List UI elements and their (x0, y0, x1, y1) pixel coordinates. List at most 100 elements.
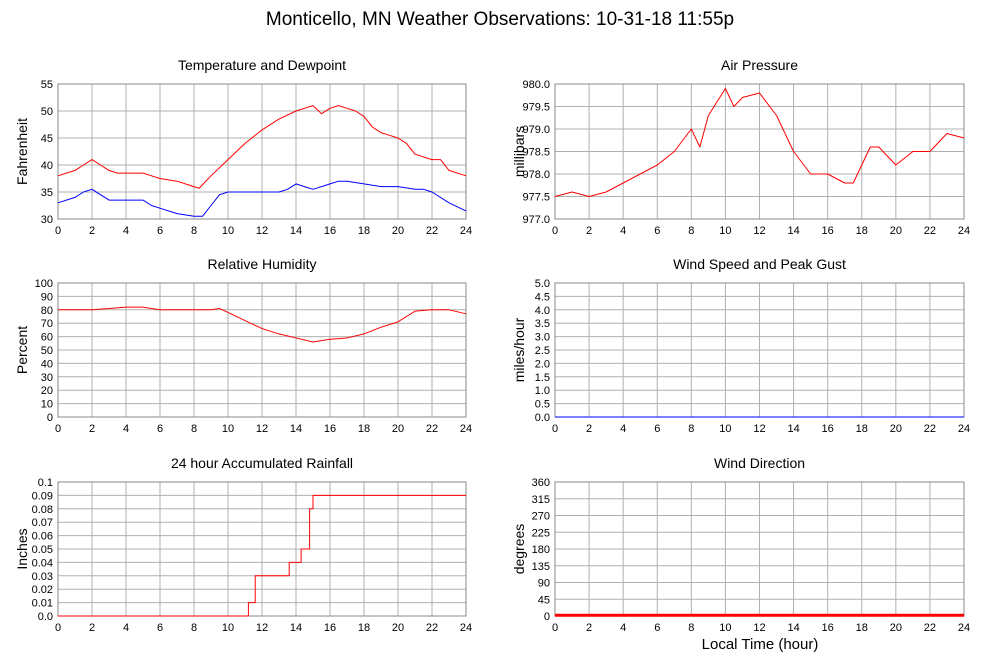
x-tick-label: 12 (753, 225, 765, 237)
y-tick-label: 180 (532, 544, 550, 556)
wind_direction-chart: 0 2 4 6 8 10 12 14 16 18 20 22 240459013518022527031… (511, 455, 970, 634)
x-tick-label: 12 (256, 225, 268, 237)
series-line-1 (57, 180, 467, 217)
x-tick-label: 8 (191, 622, 197, 634)
y-tick-label: 90 (41, 291, 53, 303)
y-tick-label: 135 (532, 561, 550, 573)
chart-title: 24 hour Accumulated Rainfall (171, 455, 353, 471)
y-tick-label: 0.0 (535, 412, 550, 424)
x-tick-label: 2 (89, 423, 95, 435)
series-line-0 (58, 494, 466, 617)
y-tick-label: 0.03 (32, 571, 53, 583)
x-tick-label: 24 (958, 423, 970, 435)
y-axis-label: miles/hour (511, 317, 527, 382)
chart-title: Temperature and Dewpoint (178, 57, 346, 73)
y-tick-label: 50 (41, 345, 53, 357)
y-tick-label: 978.0 (522, 169, 550, 181)
y-tick-label: 20 (41, 385, 53, 397)
y-tick-label: 45 (41, 133, 53, 145)
x-tick-label: 0 (552, 225, 558, 237)
chart-title: Wind Direction (714, 455, 805, 471)
x-tick-label: 14 (290, 423, 302, 435)
x-tick-label: 10 (719, 622, 731, 634)
x-tick-label: 20 (890, 225, 902, 237)
y-tick-label: 3.5 (535, 318, 550, 330)
y-tick-label: 1.0 (535, 385, 550, 397)
x-tick-label: 8 (688, 622, 694, 634)
y-axis-label: degrees (511, 524, 527, 575)
x-tick-label: 6 (157, 225, 163, 237)
x-tick-label: 14 (787, 423, 799, 435)
y-tick-label: 0.08 (32, 504, 53, 516)
x-tick-label: 24 (460, 225, 472, 237)
x-tick-label: 18 (856, 225, 868, 237)
x-tick-label: 0 (552, 622, 558, 634)
y-tick-label: 100 (35, 278, 53, 290)
chart-title: Relative Humidity (208, 256, 317, 272)
y-tick-label: 979.0 (522, 124, 550, 136)
x-tick-label: 6 (654, 423, 660, 435)
series-line-0 (58, 306, 467, 343)
x-tick-label: 16 (822, 225, 834, 237)
y-tick-label: 0.0 (38, 611, 53, 623)
y-tick-label: 315 (532, 494, 550, 506)
x-tick-label: 4 (123, 622, 129, 634)
x-tick-label: 12 (256, 622, 268, 634)
y-tick-label: 40 (41, 358, 53, 370)
series-line-0 (554, 88, 965, 197)
x-tick-label: 0 (552, 423, 558, 435)
x-tick-label: 4 (123, 225, 129, 237)
series-line-0 (57, 105, 467, 189)
y-tick-label: 360 (532, 477, 550, 489)
x-tick-label: 24 (460, 622, 472, 634)
x-tick-label: 22 (924, 225, 936, 237)
y-tick-label: 50 (41, 106, 53, 118)
x-tick-label: 14 (290, 622, 302, 634)
x-tick-label: 8 (191, 423, 197, 435)
y-tick-label: 2.5 (535, 345, 550, 357)
y-tick-label: 30 (41, 372, 53, 384)
x-tick-label: 20 (392, 622, 404, 634)
y-axis-label: Fahrenheit (14, 118, 30, 185)
x-tick-label: 12 (753, 622, 765, 634)
y-tick-label: 0.01 (32, 598, 53, 610)
x-tick-label: 2 (586, 423, 592, 435)
x-tick-label: 22 (924, 423, 936, 435)
x-tick-label: 14 (787, 622, 799, 634)
x-tick-label: 0 (55, 622, 61, 634)
plot-frame (554, 83, 965, 220)
x-tick-label: 14 (290, 225, 302, 237)
x-tick-label: 6 (654, 225, 660, 237)
x-tick-label: 8 (688, 225, 694, 237)
y-tick-label: 0.02 (32, 584, 53, 596)
x-tick-label: 18 (358, 225, 370, 237)
plot-frame (57, 282, 467, 418)
y-tick-label: 5.0 (535, 278, 550, 290)
y-tick-label: 40 (41, 160, 53, 172)
y-tick-label: 977.0 (522, 214, 550, 226)
x-tick-label: 16 (324, 622, 336, 634)
x-tick-label: 18 (856, 423, 868, 435)
page-title: Monticello, MN Weather Observations: 10-… (265, 9, 735, 30)
x-tick-label: 20 (890, 622, 902, 634)
x-tick-label: 20 (392, 423, 404, 435)
x-tick-label: 4 (123, 423, 129, 435)
y-axis-label: Inches (14, 528, 30, 569)
x-tick-label: 22 (426, 622, 438, 634)
x-tick-label: 18 (358, 423, 370, 435)
x-tick-label: 20 (890, 423, 902, 435)
y-tick-label: 55 (41, 79, 53, 91)
x-axis-title: Local Time (hour) (701, 636, 819, 653)
x-tick-label: 4 (620, 225, 626, 237)
pressure-chart: 0 2 4 6 8 10 12 14 16 18 20 22 24977.0977.5978.0978.… (511, 57, 970, 237)
x-tick-label: 16 (822, 423, 834, 435)
y-tick-label: 30 (41, 214, 53, 226)
y-tick-label: 2.0 (535, 358, 550, 370)
x-tick-label: 24 (460, 423, 472, 435)
x-tick-label: 20 (392, 225, 404, 237)
x-tick-label: 10 (719, 423, 731, 435)
y-tick-label: 0.07 (32, 517, 53, 529)
y-tick-label: 0.04 (32, 557, 53, 569)
